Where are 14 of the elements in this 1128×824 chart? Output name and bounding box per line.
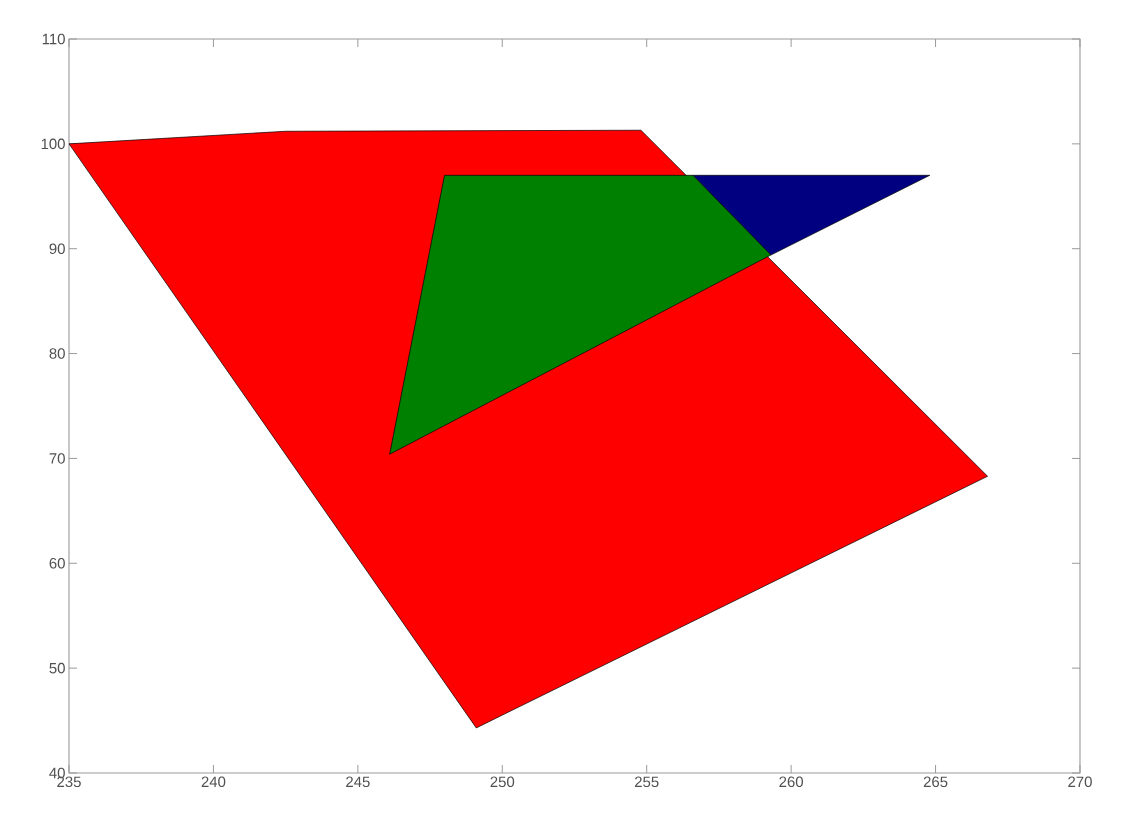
y-tick-label: 60 bbox=[49, 557, 65, 569]
y-tick-label: 110 bbox=[42, 33, 65, 45]
x-tick-label: 265 bbox=[923, 776, 948, 788]
y-tick-label: 80 bbox=[49, 348, 65, 359]
x-tick-label: 250 bbox=[490, 776, 515, 788]
y-tick-label: 90 bbox=[49, 243, 65, 254]
x-tick-label: 255 bbox=[634, 776, 659, 788]
x-tick-label: 270 bbox=[1068, 776, 1092, 788]
x-tick-label: 260 bbox=[779, 776, 803, 788]
y-tick-label: 50 bbox=[49, 662, 65, 674]
y-tick-label: 100 bbox=[41, 138, 65, 150]
y-tick-label: 70 bbox=[49, 453, 65, 464]
x-tick-label: 240 bbox=[201, 776, 226, 788]
x-tick-label: 245 bbox=[346, 776, 370, 788]
